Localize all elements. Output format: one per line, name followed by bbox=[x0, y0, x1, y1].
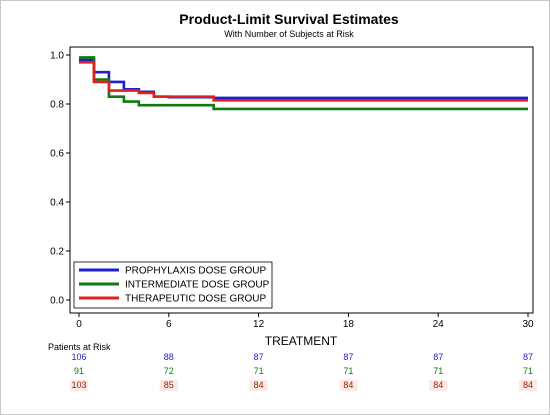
x-tick-label: 6 bbox=[166, 319, 172, 330]
x-tick-label: 12 bbox=[253, 319, 265, 330]
risk-value: 106 bbox=[71, 352, 86, 362]
y-axis: 0.0 0.2 0.4 0.6 0.8 1.0 bbox=[50, 51, 70, 307]
risk-value: 87 bbox=[433, 352, 443, 362]
legend-label: THERAPEUTIC DOSE GROUP bbox=[125, 294, 266, 305]
risk-highlight bbox=[339, 380, 358, 391]
risk-value: 84 bbox=[523, 380, 533, 390]
y-tick-label: 0.0 bbox=[50, 296, 64, 307]
x-tick-label: 0 bbox=[76, 319, 82, 330]
risk-value: 71 bbox=[254, 366, 264, 376]
plot-area bbox=[69, 46, 534, 314]
survival-curves bbox=[79, 56, 528, 111]
legend: PROPHYLAXIS DOSE GROUP INTERMEDIATE DOSE … bbox=[73, 261, 273, 309]
y-tick-label: 0.4 bbox=[50, 198, 64, 209]
risk-table-title: Patients at Risk bbox=[48, 342, 111, 352]
x-axis-label: TREATMENT bbox=[265, 334, 338, 348]
chart-title: Product-Limit Survival Estimates bbox=[179, 11, 399, 27]
legend-label: PROPHYLAXIS DOSE GROUP bbox=[125, 266, 266, 277]
risk-value: 84 bbox=[254, 380, 264, 390]
risk-value: 72 bbox=[164, 366, 174, 376]
risk-value: 71 bbox=[433, 366, 443, 376]
y-tick-label: 1.0 bbox=[50, 51, 64, 62]
risk-value: 91 bbox=[74, 366, 84, 376]
risk-table: 106 88 87 87 87 87 91 72 71 71 71 71 103 85 84 84 84 84 bbox=[70, 352, 537, 391]
y-tick-label: 0.6 bbox=[50, 149, 64, 160]
risk-value: 71 bbox=[523, 366, 533, 376]
risk-highlight bbox=[519, 380, 537, 391]
series-line-2 bbox=[79, 61, 528, 102]
x-axis: 0 6 12 18 24 30 bbox=[76, 313, 534, 330]
risk-value: 88 bbox=[164, 352, 174, 362]
x-tick-label: 18 bbox=[343, 319, 355, 330]
risk-highlight bbox=[70, 380, 88, 391]
chart-subtitle: With Number of Subjects at Risk bbox=[224, 29, 354, 39]
risk-value: 87 bbox=[254, 352, 264, 362]
risk-value: 87 bbox=[343, 352, 353, 362]
risk-value: 84 bbox=[343, 380, 353, 390]
risk-value: 103 bbox=[71, 380, 86, 390]
risk-value: 85 bbox=[164, 380, 174, 390]
risk-value: 84 bbox=[433, 380, 443, 390]
risk-highlight bbox=[159, 380, 178, 391]
legend-label: INTERMEDIATE DOSE GROUP bbox=[125, 280, 270, 291]
x-tick-label: 30 bbox=[522, 319, 534, 330]
y-tick-label: 0.2 bbox=[50, 247, 64, 258]
risk-highlight bbox=[249, 380, 268, 391]
risk-highlight bbox=[429, 380, 448, 391]
risk-value: 87 bbox=[523, 352, 533, 362]
risk-value: 71 bbox=[343, 366, 353, 376]
x-tick-label: 24 bbox=[433, 319, 445, 330]
y-tick-label: 0.8 bbox=[50, 100, 64, 111]
